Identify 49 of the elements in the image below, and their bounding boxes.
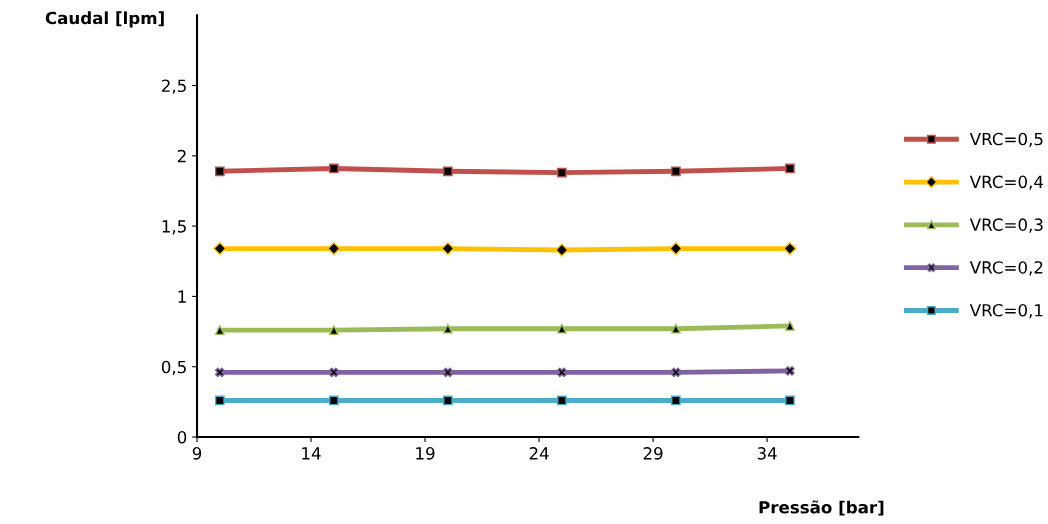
point xyxy=(214,166,225,177)
point xyxy=(214,395,225,406)
legend-label: VRC=0,4 xyxy=(969,175,1044,190)
point xyxy=(783,242,797,256)
x-tick-label: 29 xyxy=(643,447,663,460)
x-tick-label: 24 xyxy=(529,447,549,460)
legend-label: VRC=0,2 xyxy=(969,261,1043,276)
point xyxy=(214,367,225,378)
point xyxy=(214,325,225,336)
y-tick-label: 2 xyxy=(177,149,186,163)
y-tick-label: 1,5 xyxy=(162,220,186,235)
y-tick-label: 0,5 xyxy=(161,360,186,375)
point xyxy=(328,395,339,406)
x-tick-label: 9 xyxy=(192,447,202,460)
x-tick-label: 19 xyxy=(416,447,435,460)
point xyxy=(213,242,227,256)
point xyxy=(557,395,567,406)
legend-label: VRC=0,5 xyxy=(969,132,1043,148)
point xyxy=(442,395,453,406)
point xyxy=(328,163,339,174)
point xyxy=(442,323,453,334)
point xyxy=(785,321,795,331)
y-axis-title: Caudal [lpm] xyxy=(45,11,164,28)
point xyxy=(671,323,681,334)
point xyxy=(671,367,681,378)
point xyxy=(328,367,339,378)
legend-label: VRC=0,3 xyxy=(969,218,1043,233)
point xyxy=(555,243,569,257)
point xyxy=(669,242,683,256)
y-tick-label: 0 xyxy=(177,430,187,444)
point xyxy=(557,167,567,178)
point xyxy=(785,366,795,376)
x-tick-label: 14 xyxy=(302,447,321,460)
point xyxy=(671,395,681,406)
point xyxy=(557,323,567,334)
point xyxy=(442,166,453,177)
point xyxy=(442,367,453,378)
point xyxy=(785,163,795,174)
point xyxy=(441,242,455,256)
x-axis-title: Pressão [bar] xyxy=(759,500,884,516)
legend-label: VRC=0,1 xyxy=(969,303,1043,319)
y-tick-label: 1 xyxy=(178,290,186,303)
point xyxy=(328,325,339,336)
point xyxy=(327,242,341,256)
point xyxy=(785,395,795,406)
point xyxy=(557,367,567,378)
y-tick-label: 2,5 xyxy=(162,79,186,94)
x-tick-label: 34 xyxy=(757,447,777,460)
point xyxy=(671,166,681,177)
